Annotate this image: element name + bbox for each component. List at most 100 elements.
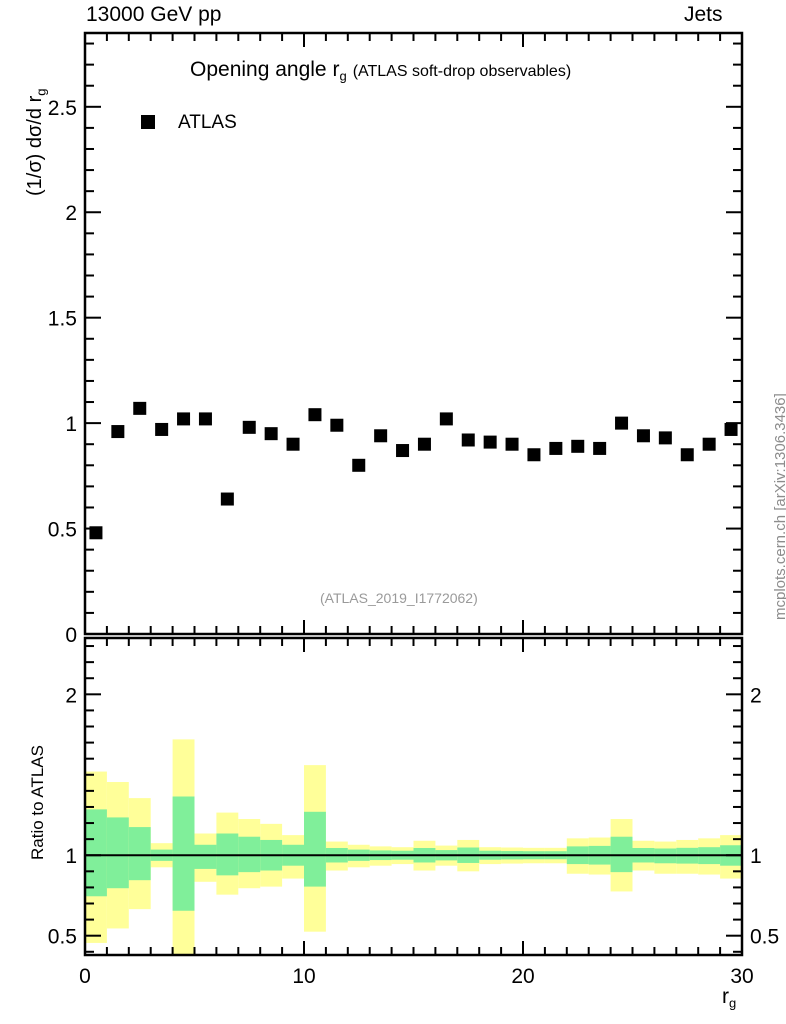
- ratio-band-outer: [435, 845, 458, 866]
- ratio-band-inner: [654, 848, 677, 864]
- data-marker: [133, 401, 147, 415]
- plot-title-sub: g: [339, 68, 347, 84]
- data-marker: [549, 441, 563, 455]
- ratio-band-inner: [260, 839, 283, 871]
- tick-label: 2: [65, 202, 77, 225]
- data-marker: [308, 408, 322, 422]
- ratio-band-outer: [347, 844, 370, 868]
- tick-label: 1.5: [48, 308, 77, 331]
- ratio-band-outer: [391, 847, 414, 865]
- ratio-band-inner: [369, 850, 392, 861]
- tick-label: 20: [511, 965, 534, 988]
- tick-label: 2.5: [48, 97, 77, 120]
- data-marker: [505, 437, 519, 451]
- data-marker: [439, 412, 453, 426]
- ratio-band-outer: [632, 840, 655, 871]
- tick-label: 10: [292, 965, 315, 988]
- data-marker: [680, 448, 694, 462]
- ratio-band-inner: [194, 844, 217, 869]
- tick-label: 0: [79, 965, 91, 988]
- ratio-band-inner: [523, 851, 545, 860]
- ratio-band-inner: [610, 836, 633, 873]
- data-marker: [702, 437, 716, 451]
- data-marker: [352, 458, 366, 472]
- data-marker: [527, 448, 541, 462]
- data-marker: [417, 437, 431, 451]
- ratio-band-outer: [698, 838, 721, 875]
- ratio-band-inner: [479, 850, 502, 860]
- tick-label: 0.5: [48, 519, 77, 542]
- data-marker: [242, 420, 256, 434]
- ratio-band-outer: [720, 835, 742, 879]
- ratio-band-inner: [676, 847, 699, 864]
- data-marker: [330, 418, 344, 432]
- main-yaxis-label-sub: g: [33, 88, 49, 96]
- ratio-band-outer: [260, 823, 283, 887]
- ratio-band-inner: [282, 844, 304, 866]
- data-marker: [571, 439, 585, 453]
- data-marker: [89, 526, 103, 540]
- data-marker: [636, 429, 650, 443]
- data-marker: [155, 422, 169, 436]
- ratio-band-inner: [128, 827, 151, 881]
- main-yaxis-label: (1/σ) dσ/d rg: [24, 89, 49, 197]
- tick-label: 2: [65, 684, 77, 707]
- ratio-band-inner: [85, 809, 107, 897]
- ratio-band-inner: [588, 845, 611, 865]
- main-yaxis-label-text: (1/σ) dσ/d r: [24, 95, 46, 196]
- ratio-band-outer: [413, 840, 436, 871]
- ratio-band-outer: [172, 739, 195, 955]
- ratio-band-outer: [588, 837, 611, 875]
- ratio-band-inner: [720, 845, 742, 866]
- data-marker: [220, 492, 234, 506]
- ratio-band-outer: [369, 846, 392, 866]
- data-marker: [111, 425, 125, 439]
- legend-marker-atlas: [141, 115, 155, 129]
- legend-label-atlas: ATLAS: [178, 112, 237, 133]
- ratio-band-outer-group: [85, 739, 742, 955]
- data-marker: [593, 441, 607, 455]
- data-marker: [374, 429, 388, 443]
- ratio-band-outer: [566, 838, 589, 874]
- ratio-axis-ticks: [84, 638, 743, 955]
- data-marker: [198, 412, 212, 426]
- ratio-band-inner: [216, 833, 239, 876]
- data-marker: [286, 437, 300, 451]
- ratio-band-inner-group: [85, 796, 742, 911]
- tick-label: 1: [65, 845, 77, 868]
- ratio-band-outer: [150, 843, 173, 868]
- ratio-band-outer: [85, 771, 107, 943]
- ratio-band-inner: [106, 817, 129, 889]
- ratio-band-inner: [413, 847, 436, 863]
- tick-label: 0.5: [48, 926, 77, 949]
- tick-label: 0.5: [750, 926, 779, 949]
- ratio-band-outer: [479, 847, 502, 865]
- ratio-band-outer: [325, 841, 348, 871]
- header-right-label: Jets: [684, 3, 723, 26]
- ratio-band-inner: [347, 849, 370, 861]
- xaxis-label-text: r: [722, 985, 729, 1008]
- ratio-band-outer: [194, 833, 217, 882]
- data-marker: [483, 435, 497, 449]
- ratio-band-outer: [128, 798, 151, 910]
- data-marker: [461, 433, 475, 447]
- dataset-watermark: (ATLAS_2019_I1772062): [320, 590, 478, 606]
- axis-tick-labels: 00.511.522.50.5 0.51 12 20 10 20 30: [48, 97, 779, 988]
- plot-title-paren: (ATLAS soft-drop observables): [352, 63, 572, 80]
- ratio-band-inner: [304, 811, 326, 887]
- ratio-band-inner: [172, 796, 195, 911]
- header-left-label: 13000 GeV pp: [86, 3, 222, 26]
- ratio-band-inner: [566, 846, 589, 865]
- ratio-band-outer: [106, 782, 129, 929]
- ratio-yaxis-label: Ratio to ATLAS: [28, 745, 47, 860]
- ratio-band-outer: [610, 819, 633, 892]
- data-marker: [177, 412, 191, 426]
- ratio-band-inner: [544, 851, 567, 860]
- ratio-band-inner: [698, 847, 721, 865]
- ratio-band-inner: [325, 847, 348, 863]
- ratio-band-inner: [238, 836, 261, 873]
- tick-label: 0: [65, 624, 77, 647]
- plot-title: Opening angle rg (ATLAS soft-drop observa…: [190, 58, 571, 84]
- data-marker: [396, 444, 410, 458]
